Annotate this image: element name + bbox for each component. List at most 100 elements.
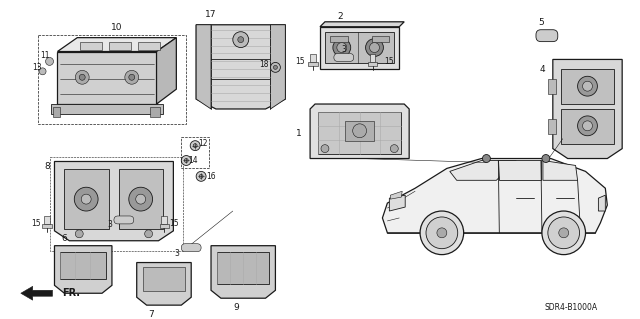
Text: 17: 17 [205, 10, 217, 19]
Text: 10: 10 [111, 23, 123, 32]
Bar [345, 121, 374, 141]
Bar [371, 36, 389, 41]
Bar [49, 157, 183, 251]
Polygon shape [383, 159, 607, 233]
Bar [143, 268, 185, 291]
Circle shape [184, 159, 188, 162]
FancyBboxPatch shape [181, 244, 201, 252]
Circle shape [483, 154, 490, 162]
Bar [42, 224, 51, 228]
Bar [181, 137, 209, 168]
Circle shape [238, 37, 244, 43]
Circle shape [582, 121, 593, 131]
Text: 4: 4 [540, 65, 545, 74]
Text: 15: 15 [31, 219, 40, 228]
Polygon shape [137, 263, 191, 305]
Text: 15: 15 [170, 219, 179, 228]
Polygon shape [598, 195, 605, 211]
Polygon shape [54, 246, 112, 293]
Circle shape [74, 187, 98, 211]
Circle shape [582, 81, 593, 91]
Polygon shape [310, 104, 409, 159]
FancyBboxPatch shape [114, 216, 134, 224]
Bar [325, 32, 394, 63]
Circle shape [273, 65, 277, 69]
Circle shape [193, 144, 197, 148]
Polygon shape [499, 160, 541, 180]
Circle shape [145, 230, 152, 238]
Bar [310, 55, 316, 63]
Polygon shape [196, 25, 285, 109]
Circle shape [129, 187, 152, 211]
Polygon shape [52, 107, 60, 117]
Bar [38, 35, 186, 124]
Circle shape [76, 230, 83, 238]
Bar [318, 112, 401, 153]
Text: 12: 12 [198, 139, 208, 148]
Bar [561, 69, 614, 104]
Polygon shape [320, 22, 404, 27]
Circle shape [271, 63, 280, 72]
Text: 3: 3 [341, 45, 346, 54]
Bar [65, 169, 109, 229]
Text: FR.: FR. [63, 288, 81, 298]
Polygon shape [58, 38, 177, 51]
Circle shape [369, 43, 380, 53]
Text: 16: 16 [206, 172, 216, 181]
Circle shape [542, 211, 586, 255]
Polygon shape [109, 41, 131, 49]
Bar [330, 36, 348, 41]
Bar [367, 63, 378, 66]
Circle shape [577, 76, 597, 96]
Circle shape [337, 43, 347, 53]
Text: 14: 14 [188, 156, 198, 165]
Polygon shape [543, 160, 577, 180]
Circle shape [136, 194, 146, 204]
Circle shape [45, 57, 54, 65]
Polygon shape [21, 286, 52, 300]
Bar [548, 119, 556, 134]
Circle shape [365, 39, 383, 56]
Circle shape [39, 68, 46, 75]
Bar [561, 109, 614, 144]
Circle shape [426, 217, 458, 249]
Bar [369, 55, 376, 63]
Circle shape [199, 174, 203, 178]
Bar [119, 169, 163, 229]
Polygon shape [196, 25, 211, 109]
Circle shape [321, 145, 329, 152]
Polygon shape [271, 25, 285, 109]
Circle shape [548, 217, 580, 249]
Bar [161, 216, 168, 224]
Text: 9: 9 [233, 303, 239, 312]
Text: 15: 15 [385, 57, 394, 66]
Polygon shape [450, 160, 516, 180]
Circle shape [333, 39, 351, 56]
Circle shape [420, 211, 463, 255]
Text: 13: 13 [32, 63, 42, 72]
Text: 3: 3 [108, 220, 113, 229]
Circle shape [190, 141, 200, 151]
Circle shape [559, 228, 569, 238]
Text: SDR4-B1000A: SDR4-B1000A [544, 303, 597, 312]
Bar [44, 216, 49, 224]
Bar [217, 252, 269, 284]
Polygon shape [58, 51, 157, 104]
Circle shape [129, 74, 135, 80]
Circle shape [196, 171, 206, 181]
Circle shape [79, 74, 85, 80]
Circle shape [390, 145, 398, 152]
Polygon shape [138, 41, 159, 49]
Text: 18: 18 [259, 60, 268, 69]
Polygon shape [389, 195, 405, 211]
Bar [60, 252, 106, 279]
FancyBboxPatch shape [334, 54, 354, 62]
Text: 6: 6 [61, 234, 67, 243]
Circle shape [233, 32, 249, 48]
Circle shape [81, 194, 91, 204]
Circle shape [125, 70, 139, 84]
Circle shape [76, 70, 89, 84]
Circle shape [542, 154, 550, 162]
Text: 8: 8 [45, 162, 51, 171]
Text: 15: 15 [296, 57, 305, 66]
